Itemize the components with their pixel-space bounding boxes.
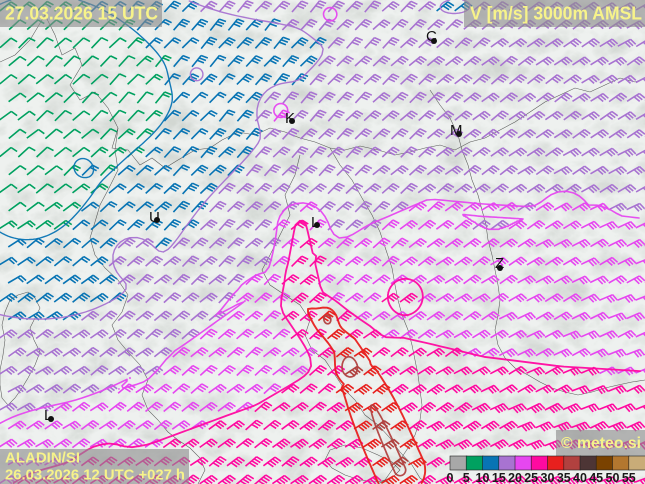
svg-text:U: U <box>149 209 160 226</box>
svg-text:27.03.2026 15 UTC: 27.03.2026 15 UTC <box>5 4 158 24</box>
svg-text:5: 5 <box>463 471 470 484</box>
svg-text:35: 35 <box>557 471 571 484</box>
svg-text:L: L <box>44 407 52 424</box>
svg-text:40: 40 <box>573 471 587 484</box>
svg-text:55: 55 <box>622 471 636 484</box>
svg-text:20: 20 <box>508 471 522 484</box>
svg-text:10: 10 <box>476 471 490 484</box>
svg-text:M: M <box>450 122 463 139</box>
svg-text:25: 25 <box>524 471 538 484</box>
svg-text:50: 50 <box>606 471 620 484</box>
svg-text:45: 45 <box>589 471 603 484</box>
svg-text:ALADIN/SI: ALADIN/SI <box>5 450 80 467</box>
svg-text:© meteo.si: © meteo.si <box>561 435 641 452</box>
svg-text:C: C <box>426 28 437 45</box>
svg-text:K: K <box>285 110 295 127</box>
svg-text:V [m/s] 3000m AMSL: V [m/s] 3000m AMSL <box>470 4 642 24</box>
svg-text:26.03.2026 12 UTC +027 h: 26.03.2026 12 UTC +027 h <box>5 467 185 484</box>
svg-text:30: 30 <box>541 471 555 484</box>
svg-text:L: L <box>311 214 319 231</box>
svg-text:Z: Z <box>495 255 504 272</box>
svg-text:0: 0 <box>447 471 454 484</box>
svg-text:15: 15 <box>492 471 506 484</box>
